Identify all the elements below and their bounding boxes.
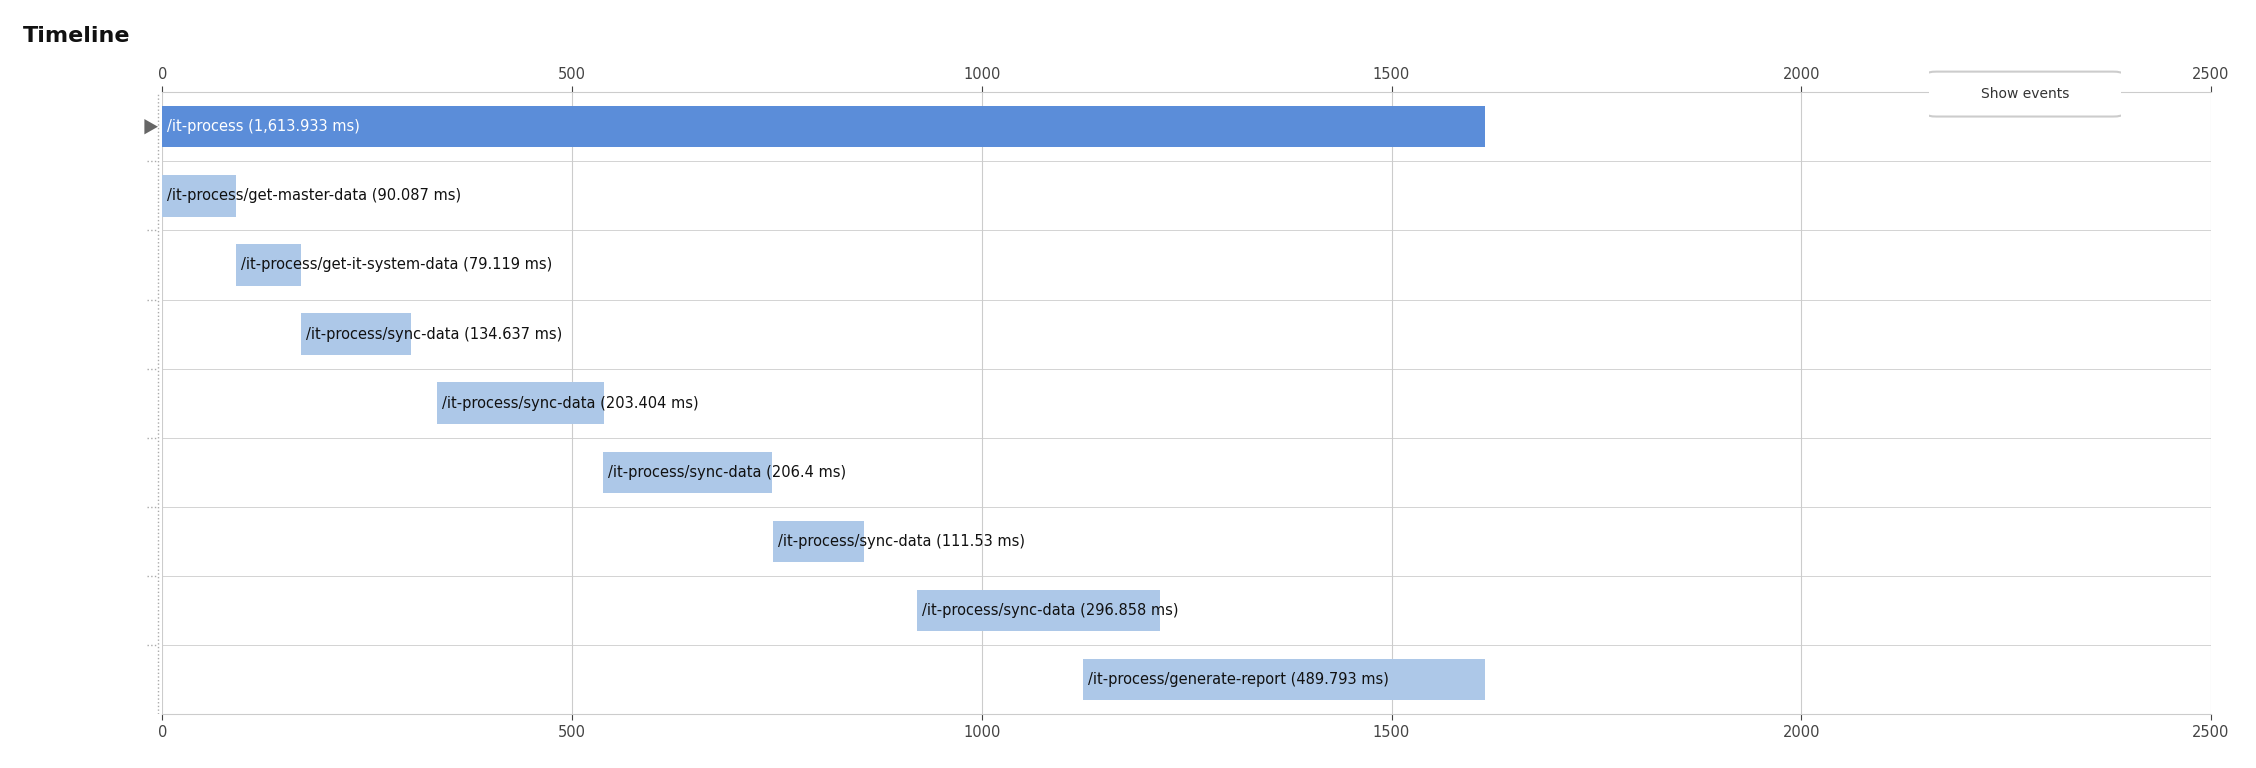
Text: /it-process/sync-data (206.4 ms): /it-process/sync-data (206.4 ms) — [609, 465, 846, 480]
Bar — [162, 175, 237, 217]
Bar — [237, 244, 300, 286]
Text: /it-process/sync-data (111.53 ms): /it-process/sync-data (111.53 ms) — [778, 534, 1024, 549]
Bar — [1083, 659, 1484, 700]
Text: Timeline: Timeline — [23, 26, 131, 46]
Text: /it-process/sync-data (134.637 ms): /it-process/sync-data (134.637 ms) — [307, 326, 562, 342]
FancyBboxPatch shape — [1927, 71, 2123, 117]
Text: Show events: Show events — [1981, 87, 2069, 101]
Text: /it-process/generate-report (489.793 ms): /it-process/generate-report (489.793 ms) — [1087, 672, 1390, 687]
Bar — [602, 452, 772, 493]
Text: /it-process/sync-data (203.404 ms): /it-process/sync-data (203.404 ms) — [442, 396, 699, 411]
Text: /it-process/get-it-system-data (79.119 ms): /it-process/get-it-system-data (79.119 m… — [241, 257, 553, 273]
Bar — [438, 382, 605, 424]
Bar — [300, 313, 411, 355]
Text: /it-process/get-master-data (90.087 ms): /it-process/get-master-data (90.087 ms) — [167, 188, 462, 204]
Text: /it-process/sync-data (296.858 ms): /it-process/sync-data (296.858 ms) — [923, 603, 1178, 618]
Bar — [918, 590, 1160, 631]
Bar — [162, 106, 1484, 147]
Text: /it-process (1,613.933 ms): /it-process (1,613.933 ms) — [167, 119, 361, 134]
Bar — [774, 521, 864, 562]
